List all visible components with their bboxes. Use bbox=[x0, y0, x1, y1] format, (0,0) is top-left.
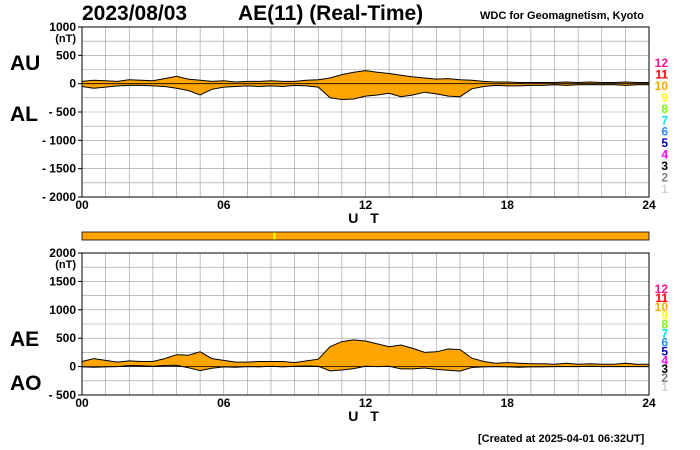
legend-station-11: 11 bbox=[655, 291, 668, 305]
legend-station-4: 4 bbox=[661, 353, 668, 367]
legend-station-9: 9 bbox=[661, 90, 668, 104]
y-tick-label: 500 bbox=[56, 48, 76, 62]
legend-station-9: 9 bbox=[661, 309, 668, 323]
legend-station-3: 3 bbox=[661, 159, 668, 173]
x-axis-label: U T bbox=[348, 210, 383, 226]
legend-station-7: 7 bbox=[661, 113, 668, 127]
legend-station-1: 1 bbox=[661, 380, 668, 394]
x-tick-label: 06 bbox=[217, 198, 231, 212]
y-tick-label: 1000 bbox=[49, 303, 76, 317]
y-tick-label: - 500 bbox=[49, 388, 77, 402]
al-label: AL bbox=[10, 103, 38, 126]
x-tick-label: 00 bbox=[75, 396, 89, 410]
legend-station-10: 10 bbox=[655, 79, 669, 93]
legend-station-10: 10 bbox=[655, 300, 669, 314]
unit-label: (nT) bbox=[55, 33, 76, 45]
legend-station-12: 12 bbox=[655, 282, 669, 296]
legend-station-6: 6 bbox=[661, 125, 668, 139]
station-bar bbox=[81, 231, 650, 241]
legend-station-11: 11 bbox=[655, 67, 668, 81]
y-tick-label: 1500 bbox=[49, 274, 76, 288]
legend-station-5: 5 bbox=[661, 344, 668, 358]
ae-label: AE bbox=[10, 328, 40, 351]
series-line-al bbox=[81, 84, 649, 101]
legend-station-5: 5 bbox=[661, 136, 668, 150]
y-tick-label: - 1500 bbox=[42, 162, 76, 176]
ao-label: AO bbox=[10, 372, 42, 395]
x-tick-label: 18 bbox=[501, 396, 515, 410]
y-tick-label: 0 bbox=[69, 360, 76, 374]
unit-label: (nT) bbox=[55, 259, 76, 271]
series-line-ae bbox=[81, 339, 649, 365]
y-tick-label: 2000 bbox=[49, 246, 76, 260]
area-fill-0 bbox=[82, 70, 649, 100]
plot-frame bbox=[81, 252, 650, 396]
legend-station-3: 3 bbox=[661, 362, 668, 376]
chart-date: 2023/08/03 bbox=[82, 2, 188, 25]
x-tick-label: 18 bbox=[501, 198, 515, 212]
y-tick-label: 500 bbox=[56, 331, 76, 345]
station-bar-marker bbox=[273, 232, 276, 240]
x-tick-label: 12 bbox=[359, 198, 373, 212]
y-tick-label: 1000 bbox=[49, 20, 76, 34]
chart-title: AE(11) (Real-Time) bbox=[238, 2, 424, 25]
y-tick-label: - 1000 bbox=[42, 133, 76, 147]
legend-station-2: 2 bbox=[661, 371, 668, 385]
x-tick-label: 06 bbox=[217, 396, 231, 410]
x-tick-label: 00 bbox=[75, 198, 89, 212]
legend-station-8: 8 bbox=[661, 102, 668, 116]
x-tick-label: 24 bbox=[642, 198, 656, 212]
au-label: AU bbox=[10, 52, 41, 75]
y-tick-label: - 500 bbox=[49, 105, 77, 119]
x-axis-label: U T bbox=[348, 408, 383, 424]
legend-station-12: 12 bbox=[655, 56, 669, 70]
data-source: WDC for Geomagnetism, Kyoto bbox=[480, 10, 644, 22]
legend-station-2: 2 bbox=[661, 171, 668, 185]
series-line-au bbox=[81, 70, 649, 84]
legend-station-6: 6 bbox=[661, 335, 668, 349]
x-tick-label: 12 bbox=[359, 396, 373, 410]
y-tick-label: 0 bbox=[69, 77, 76, 91]
legend-station-7: 7 bbox=[661, 327, 668, 341]
created-timestamp: [Created at 2025-04-01 06:32UT] bbox=[478, 433, 645, 445]
legend-station-4: 4 bbox=[661, 148, 668, 162]
area-fill-1 bbox=[82, 339, 649, 372]
x-tick-label: 24 bbox=[642, 396, 656, 410]
legend-station-1: 1 bbox=[661, 182, 668, 196]
legend-station-8: 8 bbox=[661, 318, 668, 332]
y-tick-label: - 2000 bbox=[42, 190, 76, 204]
